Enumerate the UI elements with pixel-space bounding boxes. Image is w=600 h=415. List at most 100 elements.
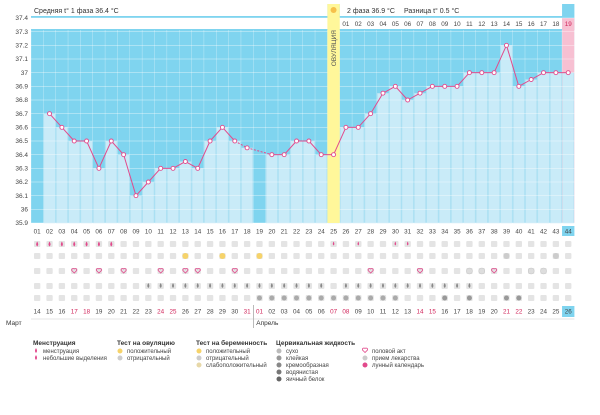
y-axis: 37.4 37.3 37.2 37.1 37 36.9 36.8 36.7 36.6 36.5 36… — [15, 15, 28, 227]
date-label: 15 — [429, 309, 437, 316]
symbol-slot — [231, 268, 238, 274]
symbol-slot — [404, 295, 411, 301]
symbol-slot — [342, 253, 350, 259]
temp-bar — [340, 127, 352, 224]
symbol-slot — [305, 241, 313, 247]
date-label: 29 — [219, 309, 227, 316]
cervical-fluid-icon — [209, 283, 212, 288]
symbol-slot — [169, 241, 177, 247]
cycle-day-label: 18 — [244, 229, 252, 236]
symbol-slot — [466, 253, 473, 259]
symbol-slot — [108, 253, 115, 259]
symbol-slot — [157, 241, 164, 247]
symbol-slot — [95, 268, 103, 274]
temp-point — [504, 42, 509, 48]
medicine-icon — [466, 267, 473, 275]
temp-point — [491, 70, 497, 76]
temp-segment — [135, 181, 149, 197]
temp-point — [59, 124, 65, 130]
y-tick-label: 36.1 — [15, 193, 28, 200]
symbol-slot — [305, 268, 313, 274]
cycle-day-label: 13 — [182, 229, 190, 236]
cervical-fluid-icon — [369, 283, 372, 288]
symbol-slot — [83, 268, 90, 274]
temp-segment — [98, 140, 112, 169]
cycle-day-label: 06 — [95, 229, 103, 236]
legend-dot-icon — [196, 355, 202, 361]
symbol-slot — [182, 241, 189, 247]
temp-point — [454, 83, 460, 89]
symbol-slot — [540, 241, 547, 247]
symbol-slot — [219, 241, 226, 247]
symbol-slot — [478, 283, 485, 289]
intercourse-icon — [491, 268, 498, 274]
temp-segment — [197, 140, 211, 169]
symbol-slot — [206, 295, 214, 301]
temp-bar — [352, 127, 365, 224]
symbol-slot — [268, 253, 275, 259]
temp-point — [96, 165, 102, 171]
symbol-slot — [194, 241, 201, 247]
symbol-slot — [182, 295, 189, 301]
symbol-slot — [132, 253, 140, 259]
symbol-slot — [453, 253, 461, 259]
date-label: 13 — [404, 309, 412, 316]
date-label: 15 — [46, 309, 54, 316]
chart-header: Средняя t° 1 фаза 36.4 °C 2 фаза 36.9 °C… — [34, 7, 459, 15]
temp-point — [244, 145, 250, 151]
cervical-fluid-icon — [184, 283, 187, 288]
symbol-slot — [243, 241, 251, 247]
date-label: 16 — [441, 309, 449, 316]
y-tick-label: 36.7 — [15, 111, 28, 118]
cervical-fluid-icon — [258, 283, 261, 288]
cycle-day-label: 29 — [379, 229, 387, 236]
legend-cervical-item: водянистая — [286, 370, 318, 376]
date-label: 22 — [132, 309, 140, 316]
symbol-slot — [157, 295, 164, 301]
symbol-slot — [169, 295, 177, 301]
y-tick-label: 36 — [21, 207, 29, 214]
cycle-day-label: 12 — [170, 229, 178, 236]
symbol-slot — [565, 295, 572, 301]
cervical-fluid-icon — [431, 283, 434, 288]
temp-point — [281, 152, 287, 158]
legend-menstruation-title: Менструация — [33, 340, 76, 347]
phase2-day-label: 07 — [417, 21, 425, 28]
date-label: 19 — [478, 309, 486, 316]
temp-point — [343, 124, 349, 130]
date-label: 18 — [83, 309, 91, 316]
date-label: 23 — [528, 309, 536, 316]
phase2-day-label: 04 — [379, 21, 387, 28]
phase2-day-row-bg — [31, 18, 563, 29]
cycle-day-label: 16 — [219, 229, 227, 236]
legend-dot-icon — [196, 362, 202, 368]
cervical-fluid-sticky-icon — [442, 295, 448, 301]
symbol-slot — [305, 253, 313, 259]
temp-bar — [463, 72, 476, 224]
cycle-day-label: 26 — [342, 229, 350, 236]
symbol-slot — [404, 253, 411, 259]
symbol-slot — [293, 241, 300, 247]
temp-bar — [117, 154, 130, 224]
intercourse-icon — [182, 268, 189, 274]
symbol-slot — [169, 253, 177, 259]
symbol-slot — [318, 253, 325, 259]
legend-pregnancy-test-item: отрицательный — [206, 355, 249, 362]
cervical-fluid-egg-icon — [269, 295, 275, 301]
cycle-day-label: 32 — [417, 229, 425, 236]
temp-segment — [61, 126, 75, 142]
temp-point — [479, 70, 485, 76]
temp-bar — [241, 147, 253, 224]
symbol-slot — [416, 241, 424, 247]
phase1-average: Средняя t° 1 фаза 36.4 °C — [34, 7, 119, 15]
date-label: 25 — [552, 309, 560, 316]
phase2-day-label: 12 — [478, 21, 486, 28]
symbol-slot — [528, 253, 535, 259]
phase2-day-label: 06 — [404, 21, 412, 28]
cervical-fluid-icon — [283, 283, 286, 288]
date-label: 26 — [565, 309, 573, 316]
legend-cervical-item: клейкая — [286, 355, 308, 362]
symbol-slot — [330, 268, 337, 274]
cervical-fluid-sticky-icon — [516, 295, 522, 301]
cycle-day-label: 31 — [404, 229, 412, 236]
